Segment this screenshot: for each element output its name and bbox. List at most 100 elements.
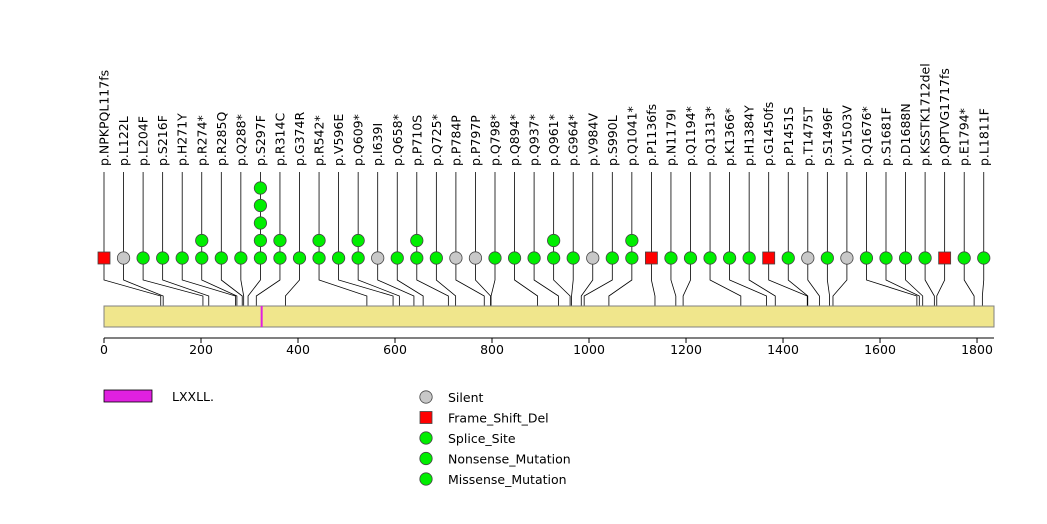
mutation-label: p.Q1313* bbox=[703, 106, 718, 166]
mutation-marker bbox=[253, 216, 267, 230]
mutation-marker bbox=[547, 233, 561, 248]
mutation-connector bbox=[832, 258, 848, 306]
mutation-connector bbox=[416, 258, 449, 306]
mutation-connector bbox=[220, 258, 243, 306]
x-tick-label: 1800 bbox=[961, 342, 993, 357]
mutation-connector bbox=[885, 258, 920, 306]
mutation-label: p.K1366* bbox=[722, 108, 737, 166]
domain-legend-swatch bbox=[103, 389, 153, 403]
x-tick-label: 200 bbox=[189, 342, 213, 357]
mutation-marker bbox=[449, 251, 463, 265]
x-tick-label: 400 bbox=[286, 342, 310, 357]
mutation-connector bbox=[608, 258, 633, 306]
mutation-label: p.NPKPQL117fs bbox=[97, 70, 112, 166]
mutation-label: p.Q961* bbox=[546, 114, 561, 166]
mutation-label: p.V596E bbox=[331, 114, 346, 166]
mutation-connector bbox=[571, 258, 574, 306]
mutation-connector bbox=[533, 258, 559, 306]
mutation-label: p.P710S bbox=[409, 115, 424, 166]
mutation-connector bbox=[455, 258, 485, 306]
lollipop-stems bbox=[103, 172, 985, 258]
mutation-connector bbox=[247, 258, 261, 306]
mutation-label: p.Q1676* bbox=[859, 106, 874, 166]
mutation-label: p.Q894* bbox=[507, 114, 522, 166]
mutation-marker bbox=[879, 251, 893, 265]
mutation-marker bbox=[410, 251, 424, 265]
type-legend-label: Missense_Mutation bbox=[448, 472, 567, 487]
x-axis: 0 200 400 600 800 1000 1200 1400 1600 1800 bbox=[100, 337, 994, 357]
mutation-label: p.Q609* bbox=[351, 114, 366, 166]
mutation-marker bbox=[351, 251, 365, 265]
x-tick-label: 1600 bbox=[864, 342, 896, 357]
mutation-marker bbox=[859, 251, 874, 265]
mutation-label: p.Q725* bbox=[429, 114, 444, 166]
mutation-connector bbox=[981, 258, 985, 306]
mutation-connector bbox=[787, 258, 809, 306]
protein-bar bbox=[103, 305, 995, 328]
mutation-marker bbox=[351, 233, 365, 248]
mutation-connector bbox=[284, 258, 300, 306]
mutation-label: p.R314C bbox=[272, 113, 287, 166]
mutation-label: p.P1136fs bbox=[644, 104, 659, 166]
mutation-connector bbox=[142, 258, 204, 306]
x-tick-label: 1400 bbox=[767, 342, 799, 357]
mutation-marker bbox=[898, 251, 913, 265]
mutation-marker bbox=[664, 251, 678, 265]
mutation-marker bbox=[938, 251, 952, 265]
mutation-connector bbox=[905, 258, 924, 306]
mutation-marker bbox=[645, 251, 658, 265]
mutation-label: p.QPTVG1717fs bbox=[937, 68, 952, 166]
mutation-label: p.I639I bbox=[370, 123, 385, 166]
mutation-label: p.R274* bbox=[194, 115, 209, 166]
mutation-connector bbox=[240, 258, 245, 306]
mutation-marker bbox=[957, 251, 971, 265]
mutation-marker bbox=[273, 233, 287, 248]
mutation-label: p.P1451S bbox=[781, 107, 796, 166]
type-legend-label: Nonsense_Mutation bbox=[448, 452, 571, 467]
type-legend-label: Silent bbox=[448, 390, 483, 405]
mutation-label: p.L1811F bbox=[976, 108, 991, 166]
mutation-marker bbox=[410, 233, 424, 248]
mutation-label: p.G964* bbox=[566, 114, 581, 166]
mutation-marker bbox=[116, 251, 131, 265]
mutation-label: p.N1179I bbox=[663, 109, 678, 166]
mutation-label: p.S216F bbox=[155, 115, 170, 166]
mutation-marker bbox=[214, 251, 228, 265]
mutation-connector bbox=[826, 258, 830, 306]
mutation-label: p.T1475T bbox=[800, 107, 815, 166]
mutation-type-legend: Silent Frame_Shift_Del Splice_Site Nonsense… bbox=[419, 390, 571, 487]
mutation-label: p.H1384Y bbox=[742, 105, 757, 166]
mutation-marker bbox=[722, 251, 737, 265]
protein-domains bbox=[260, 306, 263, 327]
mutation-connector bbox=[768, 258, 808, 306]
mutation-connector bbox=[807, 258, 820, 306]
mutation-marker bbox=[136, 251, 150, 265]
mutation-marker bbox=[253, 251, 267, 265]
mutation-connector bbox=[338, 258, 394, 306]
mutation-label: p.R542* bbox=[312, 115, 327, 166]
mutation-marker bbox=[312, 251, 326, 265]
mutation-connector bbox=[729, 258, 767, 306]
mutation-connector bbox=[181, 258, 236, 306]
mutation-marker bbox=[625, 251, 639, 265]
mutation-connector bbox=[670, 258, 677, 306]
x-tick-label: 600 bbox=[383, 342, 407, 357]
mutation-connector bbox=[377, 258, 415, 306]
type-legend-label: Frame_Shift_Del bbox=[448, 411, 549, 426]
mutation-marker bbox=[781, 251, 795, 265]
mutation-connector bbox=[162, 258, 210, 306]
mutation-marker bbox=[292, 251, 307, 265]
mutation-marker bbox=[390, 251, 404, 265]
mutation-marker bbox=[195, 251, 209, 265]
mutation-label: p.S1681F bbox=[879, 107, 894, 166]
mutation-connector bbox=[435, 258, 457, 306]
mutation-marker bbox=[429, 251, 443, 265]
mutation-marker bbox=[371, 251, 385, 265]
mutation-label: p.Q798* bbox=[488, 114, 503, 166]
mutation-connector bbox=[475, 258, 491, 306]
mutation-label: p.V1503V bbox=[839, 105, 854, 166]
mutation-marker bbox=[527, 251, 541, 265]
domain-legend: LXXLL. bbox=[103, 389, 214, 404]
mutation-connector bbox=[396, 258, 424, 306]
mutation-connector bbox=[924, 258, 935, 306]
